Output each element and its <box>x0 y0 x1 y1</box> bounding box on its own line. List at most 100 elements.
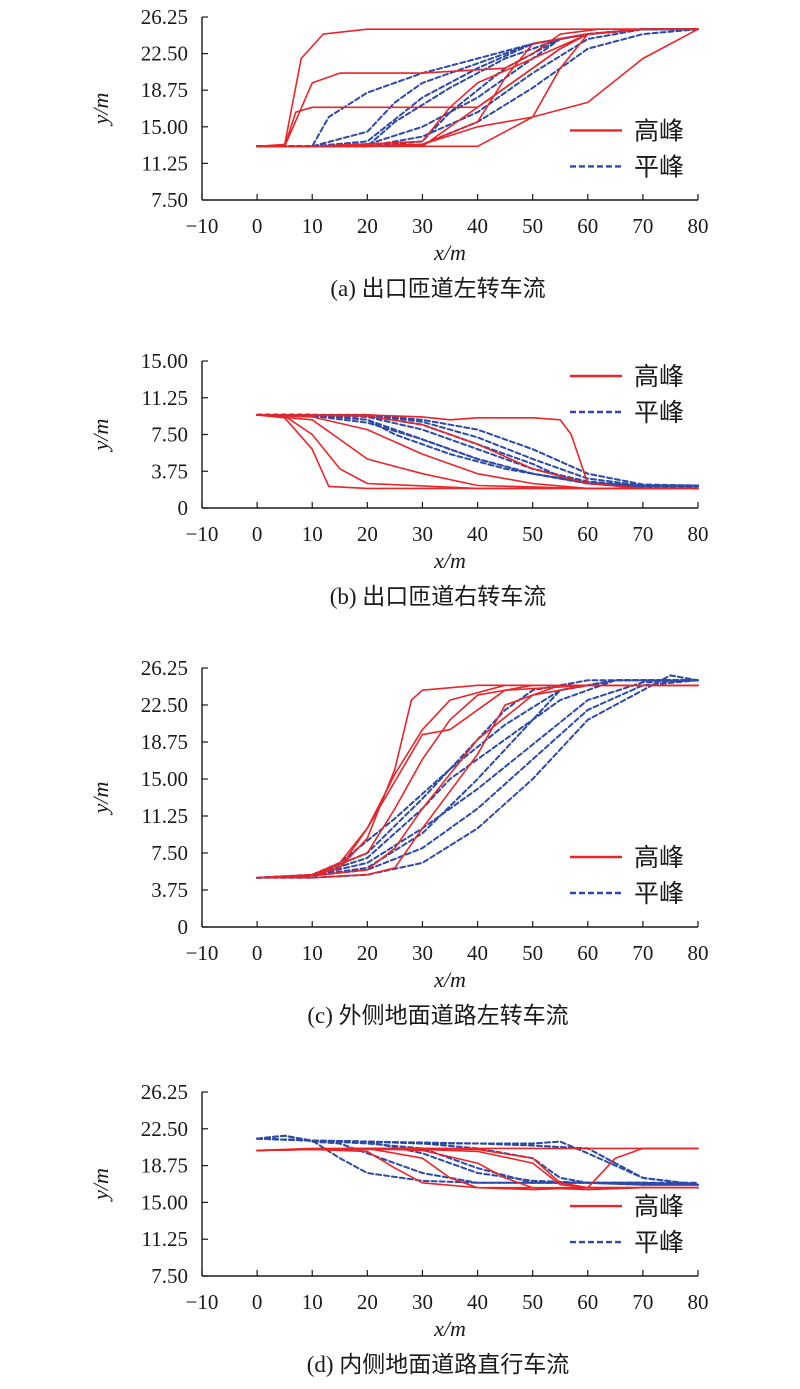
x-tick-label: 20 <box>357 522 378 546</box>
offpeak-trajectory-line <box>256 1137 699 1186</box>
y-axis-label: y/m <box>88 782 113 816</box>
y-tick-label: 7.50 <box>151 841 188 865</box>
x-tick-label: 60 <box>577 941 598 965</box>
x-tick-label: 70 <box>632 522 653 546</box>
y-tick-label: 15.00 <box>141 349 188 373</box>
y-tick-label: 11.25 <box>142 386 188 410</box>
x-tick-label: 50 <box>522 941 543 965</box>
legend-offpeak-label: 平峰 <box>634 152 684 181</box>
y-tick-label: 11.25 <box>142 1227 188 1251</box>
x-tick-label: 70 <box>632 214 653 238</box>
x-tick-label: 50 <box>522 522 543 546</box>
x-tick-label: 70 <box>632 941 653 965</box>
peak-trajectory-line <box>256 414 699 490</box>
series-group <box>256 413 699 490</box>
offpeak-trajectory-line <box>256 1137 699 1186</box>
series-group <box>256 674 699 879</box>
peak-trajectory-line <box>256 684 699 879</box>
x-tick-label: 80 <box>688 941 709 965</box>
chart-panel-1: 26.25 22.50 18.75 15.00 11.25 7.50−10 0 10 20 30 4… <box>88 5 709 301</box>
x-tick-label: −10 <box>186 214 219 238</box>
peak-trajectory-line <box>256 1148 699 1189</box>
x-tick-label: 10 <box>302 1290 323 1314</box>
y-tick-label: 0 <box>178 496 189 520</box>
y-tick-label: 26.25 <box>141 5 188 29</box>
y-tick-label: 18.75 <box>141 730 188 754</box>
x-tick-label: 80 <box>688 522 709 546</box>
peak-trajectory-line <box>256 684 699 879</box>
offpeak-trajectory-line <box>256 674 699 879</box>
x-tick-label: 0 <box>252 941 263 965</box>
peak-trajectory-line <box>256 414 699 490</box>
x-tick-label: 20 <box>357 941 378 965</box>
x-tick-label: 60 <box>577 522 598 546</box>
y-tick-label: 0 <box>178 915 189 939</box>
x-axis-label: x/m <box>433 967 466 992</box>
x-tick-label: 30 <box>412 1290 433 1314</box>
x-tick-label: 10 <box>302 941 323 965</box>
x-tick-label: 80 <box>688 214 709 238</box>
chart-panel-4: 26.25 22.50 18.75 15.00 11.25 7.50−10 0 10 20 30 4… <box>88 1080 709 1377</box>
x-tick-label: −10 <box>186 522 219 546</box>
series-group <box>256 1134 699 1191</box>
peak-trajectory-line <box>256 684 699 879</box>
x-tick-label: −10 <box>186 941 219 965</box>
peak-trajectory-line <box>256 414 699 490</box>
offpeak-trajectory-line <box>256 1137 699 1186</box>
legend-offpeak-label: 平峰 <box>634 879 684 908</box>
x-tick-label: 50 <box>522 1290 543 1314</box>
x-tick-label: 20 <box>357 214 378 238</box>
x-tick-label: 0 <box>252 1290 263 1314</box>
x-tick-label: 20 <box>357 1290 378 1314</box>
y-tick-label: 3.75 <box>151 459 188 483</box>
y-tick-label: 26.25 <box>141 1080 188 1104</box>
y-axis-label: y/m <box>88 419 113 453</box>
y-tick-label: 11.25 <box>142 151 188 175</box>
y-tick-label: 22.50 <box>141 693 188 717</box>
x-axis-label: x/m <box>433 548 466 573</box>
y-tick-label: 3.75 <box>151 878 188 902</box>
offpeak-trajectory-line <box>256 413 699 487</box>
offpeak-trajectory-line <box>256 1137 699 1186</box>
x-tick-label: 80 <box>688 1290 709 1314</box>
y-tick-label: 22.50 <box>141 1117 188 1141</box>
y-tick-label: 15.00 <box>141 767 188 791</box>
x-tick-label: 30 <box>412 941 433 965</box>
y-axis-label: y/m <box>88 93 113 127</box>
x-tick-label: 60 <box>577 214 598 238</box>
y-tick-label: 7.50 <box>151 1264 188 1288</box>
x-tick-label: 40 <box>467 1290 488 1314</box>
y-tick-label: 18.75 <box>141 78 188 102</box>
y-tick-label: 15.00 <box>141 1190 188 1214</box>
y-tick-label: 11.25 <box>142 804 188 828</box>
peak-trajectory-line <box>256 28 699 148</box>
legend-offpeak-label: 平峰 <box>634 398 684 427</box>
chart-caption: (b) 出口匝道右转车流 <box>330 584 547 609</box>
y-tick-label: 26.25 <box>141 656 188 680</box>
x-tick-label: 30 <box>412 214 433 238</box>
chart-caption: (d) 内侧地面道路直行车流 <box>307 1352 570 1377</box>
y-tick-label: 7.50 <box>151 188 188 212</box>
peak-trajectory-line <box>256 684 699 879</box>
x-tick-label: 40 <box>467 522 488 546</box>
peak-trajectory-line <box>256 684 699 879</box>
chart-caption: (a) 出口匝道左转车流 <box>330 276 545 301</box>
x-tick-label: 40 <box>467 941 488 965</box>
chart-caption: (c) 外侧地面道路左转车流 <box>307 1003 568 1028</box>
offpeak-trajectory-line <box>256 679 699 879</box>
x-tick-label: 50 <box>522 214 543 238</box>
x-tick-label: 0 <box>252 214 263 238</box>
series-group <box>256 28 699 148</box>
x-tick-label: −10 <box>186 1290 219 1314</box>
x-tick-label: 30 <box>412 522 433 546</box>
x-tick-label: 40 <box>467 214 488 238</box>
legend-peak-label: 高峰 <box>634 843 684 872</box>
offpeak-trajectory-line <box>256 28 699 148</box>
peak-trajectory-line <box>256 414 699 490</box>
y-tick-label: 18.75 <box>141 1154 188 1178</box>
x-axis-label: x/m <box>433 1316 466 1341</box>
